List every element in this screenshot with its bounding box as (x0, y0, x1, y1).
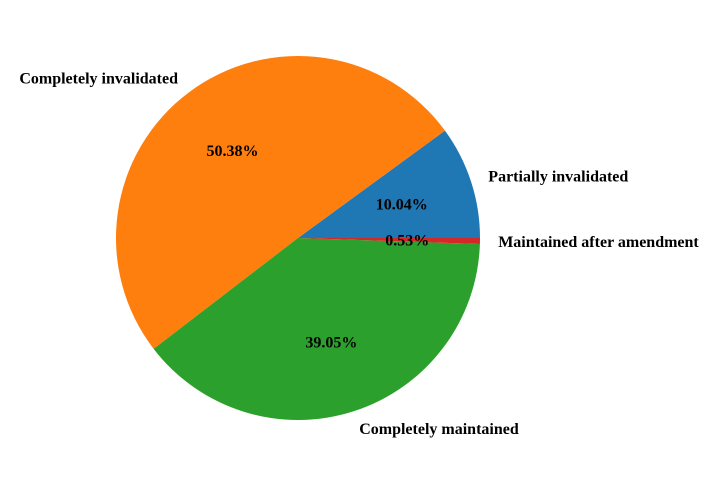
pie-slice-completely-maintained (153, 238, 480, 421)
pct-label-partially-invalidated: 10.04% (376, 197, 428, 214)
slice-label-completely-invalidated: Completely invalidated (19, 70, 178, 87)
slice-label-partially-invalidated: Partially invalidated (488, 169, 628, 186)
pct-label-completely-maintained: 39.05% (305, 335, 357, 352)
pie-slice-partially-invalidated (298, 130, 480, 238)
slice-label-completely-maintained: Completely maintained (359, 421, 519, 438)
pie-slice-maintained-after-amendment (298, 238, 480, 245)
pct-label-completely-invalidated: 50.38% (207, 143, 259, 160)
pct-label-maintained-after-amendment: 0.53% (385, 232, 429, 249)
pie-slice-completely-invalidated (115, 55, 445, 349)
slice-label-maintained-after-amendment: Maintained after amendment (498, 234, 699, 251)
